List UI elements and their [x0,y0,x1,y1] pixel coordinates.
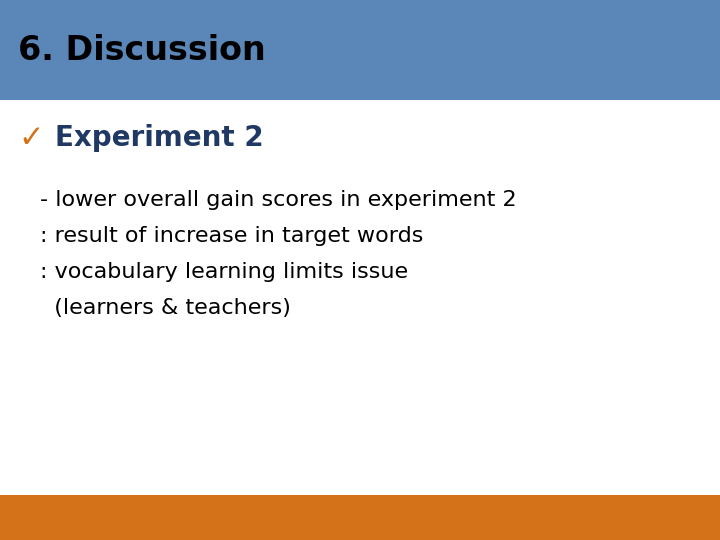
Text: : vocabulary learning limits issue: : vocabulary learning limits issue [40,262,408,282]
Text: : result of increase in target words: : result of increase in target words [40,226,423,246]
Text: 6. Discussion: 6. Discussion [18,33,266,66]
Text: - lower overall gain scores in experiment 2: - lower overall gain scores in experimen… [40,190,517,210]
Text: Experiment 2: Experiment 2 [55,124,264,152]
Text: (learners & teachers): (learners & teachers) [40,298,291,318]
Bar [0,0,720,100]
Bar [0,495,720,540]
Text: ✓: ✓ [18,124,43,152]
